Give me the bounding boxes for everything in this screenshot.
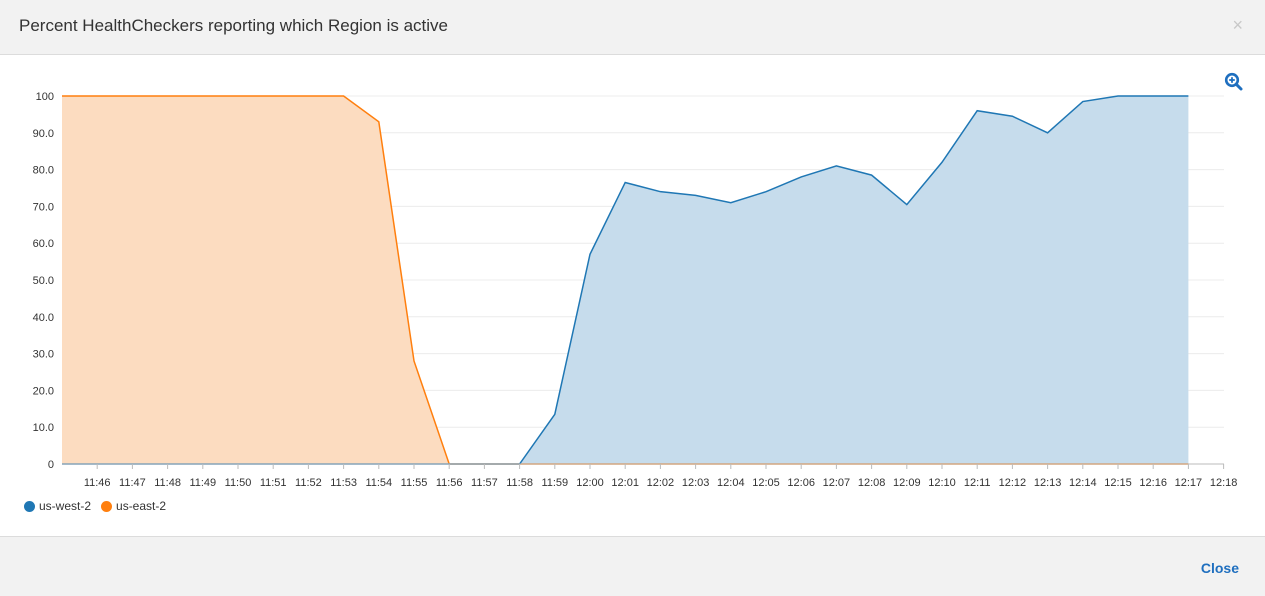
area-us-east-2 xyxy=(62,96,1189,464)
modal-header: Percent HealthCheckers reporting which R… xyxy=(0,0,1265,55)
x-tick-label: 12:18 xyxy=(1210,477,1238,489)
legend-swatch xyxy=(101,500,113,512)
x-tick-label: 11:49 xyxy=(189,477,216,489)
x-tick-label: 11:59 xyxy=(541,477,568,489)
area-us-west-2 xyxy=(62,96,1189,464)
axes xyxy=(62,463,1225,469)
x-tick-label: 12:00 xyxy=(576,477,604,489)
legend-item-us-east-2[interactable]: us-east-2 xyxy=(101,499,166,513)
x-tick-label: 12:17 xyxy=(1175,477,1203,489)
x-tick-label: 12:13 xyxy=(1034,477,1062,489)
x-tick-label: 11:56 xyxy=(436,477,463,489)
y-tick-label: 80.0 xyxy=(33,165,54,177)
y-tick-label: 20.0 xyxy=(33,385,54,397)
chart-area: 0 10.0 20.0 30.0 40.0 50.0 60.0 70.0 80.0 90.0 100… xyxy=(0,56,1265,536)
x-tick-label: 12:16 xyxy=(1139,477,1167,489)
x-tick-label: 11:57 xyxy=(471,477,498,489)
x-tick-label: 11:46 xyxy=(84,477,111,489)
x-tick-label: 12:15 xyxy=(1104,477,1132,489)
x-tick-label: 11:52 xyxy=(295,477,322,489)
x-tick-label: 12:12 xyxy=(999,477,1027,489)
legend-item-us-west-2[interactable]: us-west-2 xyxy=(24,499,91,513)
x-tick-label: 12:09 xyxy=(893,477,921,489)
x-tick-label: 11:51 xyxy=(260,477,287,489)
zoom-in-icon[interactable] xyxy=(1224,72,1244,92)
legend-label: us-west-2 xyxy=(39,499,92,513)
y-tick-label: 40.0 xyxy=(33,312,54,324)
legend-label: us-east-2 xyxy=(116,499,167,513)
series-areas xyxy=(62,96,1189,464)
y-tick-label: 30.0 xyxy=(33,349,54,361)
y-tick-label: 50.0 xyxy=(33,275,54,287)
x-tick-label: 11:53 xyxy=(330,477,357,489)
modal-footer: Close xyxy=(0,536,1265,596)
y-tick-label: 90.0 xyxy=(33,128,54,140)
x-tick-label: 12:10 xyxy=(928,477,956,489)
area-chart: 0 10.0 20.0 30.0 40.0 50.0 60.0 70.0 80.0 90.0 100… xyxy=(33,91,1238,489)
x-tick-label: 11:47 xyxy=(119,477,146,489)
close-button[interactable]: Close xyxy=(1200,560,1239,576)
x-tick-label: 12:08 xyxy=(858,477,886,489)
x-tick-label: 11:58 xyxy=(506,477,533,489)
y-tick-label: 100 xyxy=(36,91,54,103)
modal-title: Percent HealthCheckers reporting which R… xyxy=(19,16,448,35)
y-tick-label: 0 xyxy=(48,459,54,471)
y-tick-labels: 0 10.0 20.0 30.0 40.0 50.0 60.0 70.0 80.0 90.0 100 xyxy=(33,91,54,471)
legend-swatch xyxy=(24,500,35,512)
x-tick-label: 11:48 xyxy=(154,477,181,489)
x-tick-label: 11:55 xyxy=(401,477,428,489)
x-tick-label: 11:50 xyxy=(225,477,252,489)
x-tick-label: 12:11 xyxy=(964,477,991,489)
x-tick-label: 12:07 xyxy=(823,477,851,489)
x-tick-label: 12:04 xyxy=(717,477,745,489)
x-tick-label: 12:14 xyxy=(1069,477,1097,489)
x-tick-label: 12:05 xyxy=(752,477,780,489)
y-tick-label: 10.0 xyxy=(33,422,54,434)
x-tick-label: 12:02 xyxy=(647,477,675,489)
chart-legend: us-west-2 us-east-2 xyxy=(24,498,176,514)
x-tick-label: 12:01 xyxy=(611,477,639,489)
x-tick-label: 12:03 xyxy=(682,477,710,489)
y-tick-label: 70.0 xyxy=(33,201,54,213)
x-tick-labels: 11:46 11:47 11:48 11:49 11:50 11:51 11:52 11:53… xyxy=(84,477,1238,489)
y-tick-label: 60.0 xyxy=(33,238,54,250)
close-icon[interactable]: × xyxy=(1232,15,1243,35)
x-tick-label: 12:06 xyxy=(787,477,815,489)
x-tick-label: 11:54 xyxy=(365,477,392,489)
